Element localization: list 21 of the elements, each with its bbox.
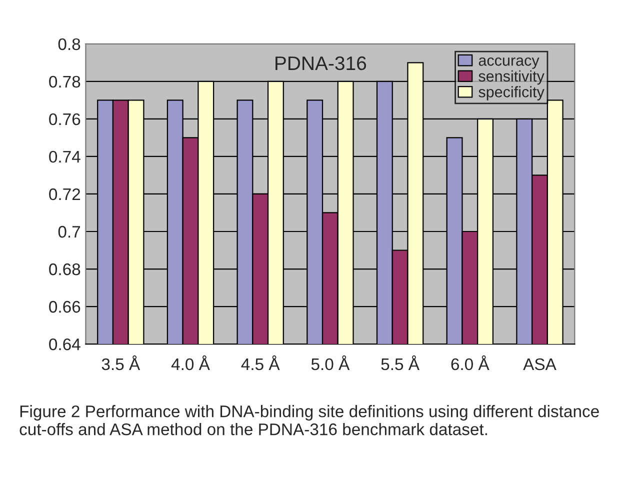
y-tick-label: 0.74 [49,150,80,163]
x-tick-label: ASA [523,358,556,370]
chart-title: PDNA-316 [276,56,366,70]
y-tick-label: 0.7 [58,226,80,238]
y-tick-label: 0.76 [49,113,80,126]
legend-label: specificity [478,86,544,100]
x-tick-label: 5.0 Å [311,355,350,370]
x-tick-label: 6.0 Å [451,355,490,370]
y-tick-label: 0.66 [49,300,80,313]
legend-label: accuracy [478,57,540,69]
x-tick-label: 4.0 Å [171,355,210,370]
y-tick-label: 0.8 [58,38,80,50]
y-tick-label: 0.68 [49,263,80,276]
caption: Figure 2 Performance with DNA-binding site definitions using different distance cut-offs and ASA method on the PDNA-316 benchmark dataset. [20,405,599,436]
x-tick-label: 4.5 Å [241,355,280,370]
x-tick-label: 5.5 Å [381,355,420,370]
y-tick-label: 0.72 [49,188,80,200]
x-tick-label: 3.5 Å [102,355,140,370]
legend-label: sensitivity [478,70,544,85]
y-tick-label: 0.78 [49,76,80,88]
y-tick-label: 0.64 [49,338,80,350]
